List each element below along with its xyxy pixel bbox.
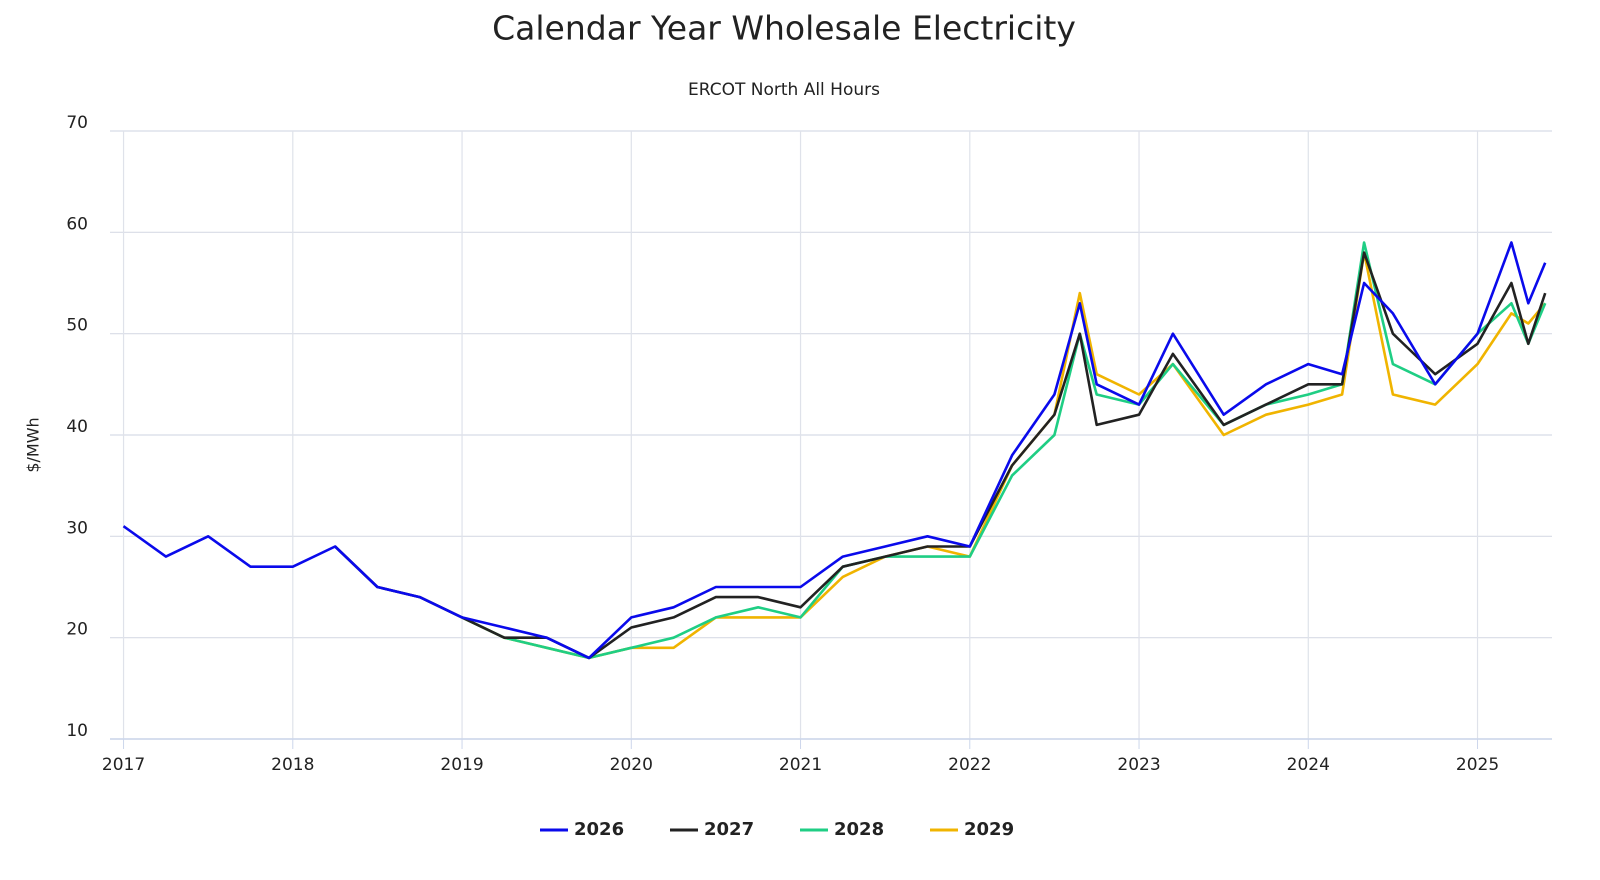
legend-item[interactable]: 2028 — [800, 819, 884, 840]
series-line — [461, 241, 1547, 660]
legend-item[interactable]: 2026 — [540, 819, 624, 840]
series-line — [122, 241, 1547, 660]
legend-label: 2027 — [704, 819, 754, 840]
chart-subtitle: ERCOT North All Hours — [688, 80, 880, 100]
x-tick-label: 2022 — [948, 755, 991, 775]
series-line — [334, 251, 1547, 660]
x-tick-label: 2023 — [1117, 755, 1160, 775]
x-tick-label: 2018 — [271, 755, 314, 775]
x-tick-label: 2017 — [102, 755, 145, 775]
legend-label: 2026 — [574, 819, 624, 840]
y-tick-label: 30 — [66, 518, 88, 538]
x-tick-label: 2025 — [1456, 755, 1499, 775]
x-tick-label: 2021 — [779, 755, 822, 775]
legend-item[interactable]: 2027 — [670, 819, 754, 840]
legend-label: 2028 — [834, 819, 884, 840]
y-tick-label: 70 — [66, 113, 88, 133]
chart-title: Calendar Year Wholesale Electricity — [492, 9, 1076, 48]
y-tick-label: 60 — [66, 214, 88, 234]
y-axis-label: $/MWh — [24, 417, 43, 472]
y-tick-label: 50 — [66, 316, 88, 336]
legend-label: 2029 — [964, 819, 1014, 840]
y-tick-label: 40 — [66, 417, 88, 437]
legend-item[interactable]: 2029 — [930, 819, 1014, 840]
x-tick-label: 2020 — [610, 755, 653, 775]
x-tick-label: 2019 — [440, 755, 483, 775]
y-tick-label: 20 — [66, 620, 88, 640]
y-tick-label: 10 — [66, 721, 88, 741]
x-tick-label: 2024 — [1287, 755, 1330, 775]
series-line — [461, 251, 1547, 660]
